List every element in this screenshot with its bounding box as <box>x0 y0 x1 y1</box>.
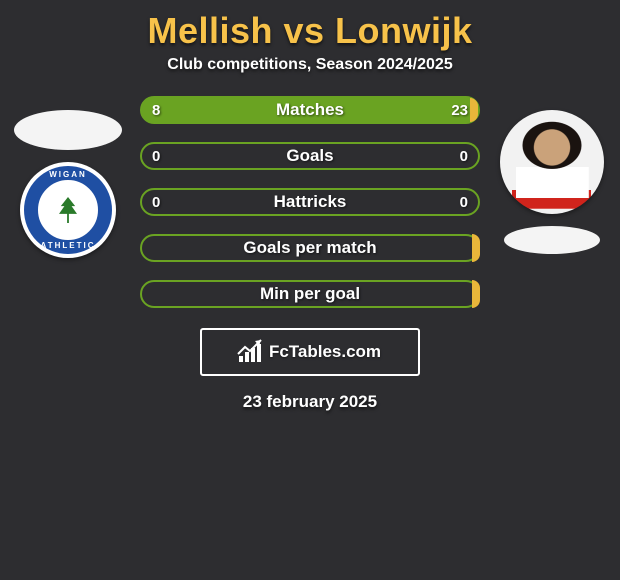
page-title: Mellish vs Lonwijk <box>147 10 472 52</box>
stat-bar-right-value: 0 <box>460 144 468 168</box>
right-player-photo <box>500 110 604 214</box>
infographic-root: Mellish vs Lonwijk Club competitions, Se… <box>0 0 620 580</box>
stat-bar-right-accent <box>470 98 478 122</box>
stat-bar: Min per goal <box>140 280 480 308</box>
stat-bar: Goals0 0 <box>140 142 480 170</box>
stat-bar: Matches8 23 <box>140 96 480 124</box>
stat-bar-label: Matches <box>142 100 478 120</box>
brand-text: FcTables.com <box>269 342 381 362</box>
chart-arrow-icon <box>237 338 265 360</box>
left-club-badge: WIGAN ATHLETIC <box>20 162 116 258</box>
stat-bar-right-accent <box>472 280 480 308</box>
left-player-photo-placeholder <box>14 110 122 150</box>
stat-bar-label: Min per goal <box>142 284 478 304</box>
right-player-column <box>492 110 612 254</box>
stat-bar-left-value: 0 <box>152 190 160 214</box>
stat-bar-label: Hattricks <box>142 192 478 212</box>
stat-bar-label: Goals <box>142 146 478 166</box>
left-player-column: WIGAN ATHLETIC <box>8 110 128 258</box>
badge-bottom-text: ATHLETIC <box>20 241 116 250</box>
stat-bars: Matches823Goals00Hattricks00Goals per ma… <box>140 96 480 308</box>
stat-bar-right-value: 0 <box>460 190 468 214</box>
stat-bar: Goals per match <box>140 234 480 262</box>
stat-bar-left-value: 0 <box>152 144 160 168</box>
tree-icon <box>59 197 77 223</box>
page-subtitle: Club competitions, Season 2024/2025 <box>167 56 452 74</box>
right-club-badge-placeholder <box>504 226 600 254</box>
date-text: 23 february 2025 <box>243 392 377 412</box>
stat-bar-right-accent <box>472 234 480 262</box>
stat-bar: Hattricks0 0 <box>140 188 480 216</box>
stat-bar-label: Goals per match <box>142 238 478 258</box>
stat-bar-left-value: 8 <box>152 98 160 122</box>
brand-badge: FcTables.com <box>200 328 420 376</box>
bar-chart-icon <box>239 342 263 362</box>
stat-bar-right-value: 23 <box>451 98 468 122</box>
badge-inner-circle <box>43 185 93 235</box>
badge-top-text: WIGAN <box>20 170 116 179</box>
